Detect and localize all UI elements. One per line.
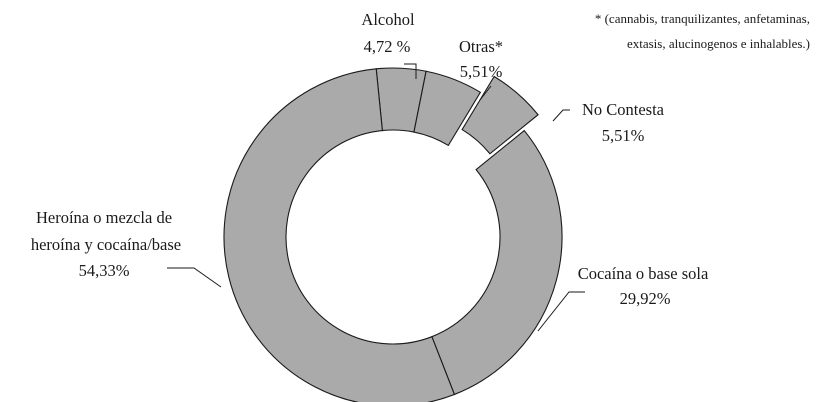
otras-slice (413, 70, 482, 147)
footnote-line-1: * (cannabis, tranquilizantes, anfetamina… (595, 11, 810, 26)
cocaina-slice (431, 129, 563, 396)
cocaina-leader (537, 291, 585, 332)
no-contesta-value: 5,51% (602, 126, 645, 145)
no-contesta-slice (461, 75, 539, 155)
donut-slices (223, 67, 563, 402)
otras-label: Otras* (459, 37, 503, 56)
heroina-value: 54,33% (79, 261, 130, 280)
otras-leader (479, 85, 492, 101)
slice-labels: Alcohol 4,72 % Otras* 5,51% No Contesta … (31, 10, 709, 308)
heroina-leader (167, 267, 222, 288)
heroina-label-line-2: heroína y cocaína/base (31, 235, 181, 254)
no-contesta-leader (552, 109, 570, 122)
alcohol-label: Alcohol (361, 10, 415, 29)
cocaina-label: Cocaína o base sola (578, 264, 709, 283)
heroina-label-line-1: Heroína o mezcla de (36, 208, 172, 227)
no-contesta-label: No Contesta (582, 100, 665, 119)
otras-value: 5,51% (460, 62, 503, 81)
heroina-slice (223, 68, 456, 402)
cocaina-value: 29,92% (620, 289, 671, 308)
leader-lines (167, 63, 585, 332)
footnote-line-2: extasis, alucinogenos e inhalables.) (627, 36, 810, 51)
alcohol-value: 4,72 % (364, 37, 411, 56)
footnote: * (cannabis, tranquilizantes, anfetamina… (595, 11, 810, 51)
alcohol-leader (404, 63, 417, 79)
